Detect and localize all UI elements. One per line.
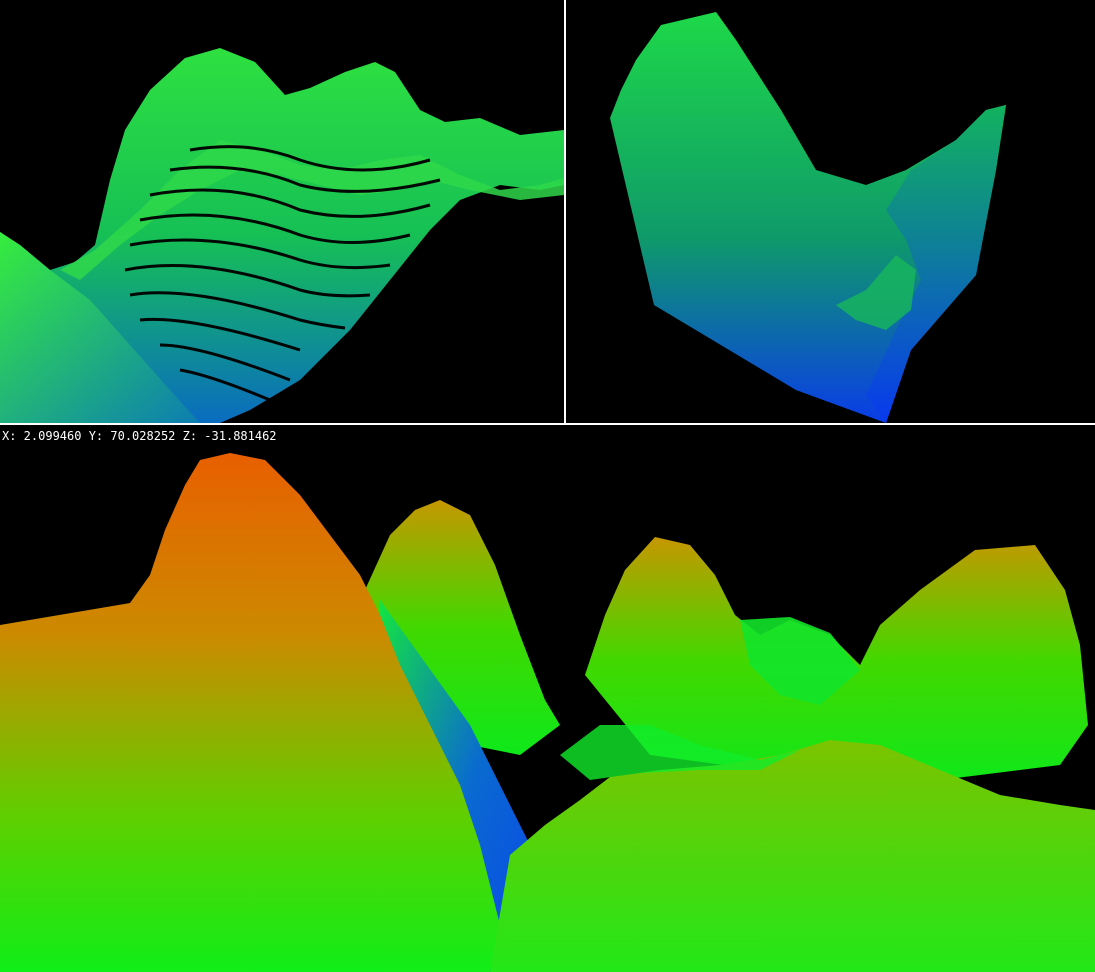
terrain-perspective-render	[0, 453, 1095, 972]
viewport-bottom[interactable]: X: 2.099460 Y: 70.028252 Z: -31.881462	[0, 425, 1095, 972]
camera-position-readout: X: 2.099460 Y: 70.028252 Z: -31.881462	[2, 429, 277, 443]
viewport-top-left[interactable]	[0, 0, 564, 423]
viewport-top-right[interactable]	[566, 0, 1095, 423]
wave-surface-render	[0, 48, 564, 423]
block-heightmap-render	[610, 12, 1006, 423]
viewport-divider-vertical[interactable]	[564, 0, 566, 423]
viewport-divider-horizontal[interactable]	[0, 423, 1095, 425]
